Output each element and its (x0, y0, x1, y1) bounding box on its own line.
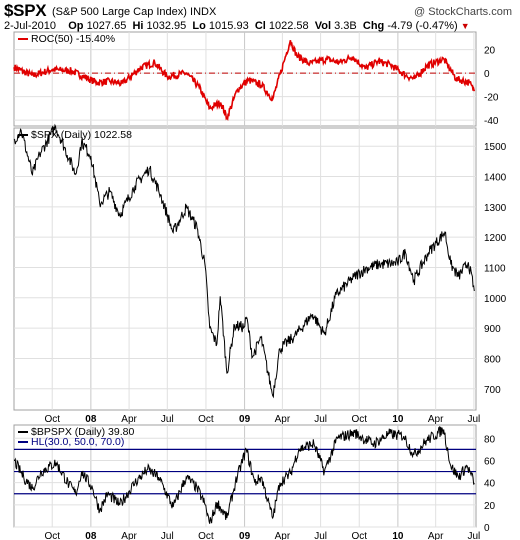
bpspx-xtick-label: Oct (198, 531, 214, 540)
op-label: Op (68, 20, 84, 32)
bpspx-ytick-label: 60 (484, 456, 496, 467)
roc-series-line (13, 40, 476, 121)
price-xtick-label: Apr (275, 414, 291, 425)
down-arrow-icon: ▼ (460, 21, 470, 31)
bpspx-xtick-label: Oct (351, 531, 367, 540)
cl-label: Cl (254, 20, 266, 32)
price-series-line (13, 123, 475, 399)
bpspx-ytick-label: 80 (484, 434, 496, 445)
price-xtick-label: Apr (428, 414, 444, 425)
chg-value: -4.79 (-0.47%) (387, 20, 458, 32)
bpspx-xtick-label: Jul (468, 531, 481, 540)
chg-label: Chg (362, 20, 385, 32)
lo-label: Lo (192, 20, 206, 32)
roc-panel: 20 0 -20 -40 ROC(50) -15.40% (13, 31, 499, 127)
bpspx-ytick-label: 40 (484, 479, 496, 490)
hi-value: 1032.95 (146, 20, 187, 32)
bpspx-xtick-label: Apr (275, 531, 291, 540)
price-ytick-label: 1500 (484, 142, 507, 153)
price-xtick-label: Jul (468, 414, 481, 425)
bpspx-legend2-label: HL(30.0, 50.0, 70.0) (31, 436, 124, 448)
description-text: (S&P 500 Large Cap Index) (52, 6, 187, 18)
price-xtick-label: Oct (198, 414, 214, 425)
price-xtick-label: 08 (85, 414, 97, 425)
bpspx-xtick-label: 08 (85, 531, 97, 540)
quote-date: 2-Jul-2010 (4, 20, 56, 32)
vol-label: Vol (314, 20, 332, 32)
price-xtick-label: Apr (121, 414, 137, 425)
bpspx-xtick-label: Oct (44, 531, 60, 540)
price-xtick-label: 10 (392, 414, 404, 425)
price-ytick-label: 700 (484, 385, 501, 396)
price-ytick-label: 900 (484, 324, 501, 335)
price-xtick-label: Jul (161, 414, 174, 425)
quote-line: 2-Jul-2010 Op 1027.65 Hi 1032.95 Lo 1015… (4, 20, 470, 32)
bpspx-xtick-label: Jul (161, 531, 174, 540)
op-value: 1027.65 (86, 20, 127, 32)
bpspx-legend-label: $BPSPX (Daily) 39.80 (31, 426, 134, 438)
price-ytick-label: 1100 (484, 263, 506, 274)
watermark: @ StockCharts.com (414, 6, 512, 18)
roc-ytick-label: -20 (484, 93, 499, 104)
price-xtick-label: Oct (351, 414, 367, 425)
bpspx-xtick-label: 09 (239, 531, 251, 540)
roc-ytick-label: 0 (484, 69, 490, 80)
symbol-description: (S&P 500 Large Cap Index) INDX (52, 6, 216, 18)
cl-value: 1022.58 (268, 20, 309, 32)
bpspx-xtick-label: Apr (428, 531, 444, 540)
price-ytick-label: 1000 (484, 294, 507, 305)
bpspx-xtick-label: 10 (392, 531, 404, 540)
lo-value: 1015.93 (208, 20, 249, 32)
bpspx-xtick-label: Apr (121, 531, 137, 540)
price-ytick-label: 1200 (484, 233, 507, 244)
roc-legend-label: ROC(50) -15.40% (31, 33, 115, 45)
price-panel: 1500 1400 1300 1200 1100 1000 900 800 700 $SPX (D… (13, 123, 507, 425)
price-ytick-label: 800 (484, 354, 501, 365)
bpspx-ytick-label: 0 (484, 523, 490, 534)
hi-label: Hi (132, 20, 144, 32)
price-legend-label: $SPX (Daily) 1022.58 (31, 129, 132, 141)
price-xtick-label: Jul (314, 414, 327, 425)
exchange-label: INDX (190, 6, 217, 18)
price-xtick-label: Oct (44, 414, 60, 425)
bpspx-series-line (14, 425, 475, 524)
price-xtick-label: 09 (239, 414, 251, 425)
roc-ytick-label: 20 (484, 46, 496, 57)
price-ytick-label: 1300 (484, 203, 507, 214)
bpspx-xtick-label: Jul (314, 531, 327, 540)
vol-value: 3.3B (334, 20, 357, 32)
price-ytick-label: 1400 (484, 173, 507, 184)
symbol-title: $SPX (4, 1, 47, 20)
roc-ytick-label: -40 (484, 116, 499, 127)
bpspx-ytick-label: 20 (484, 501, 496, 512)
